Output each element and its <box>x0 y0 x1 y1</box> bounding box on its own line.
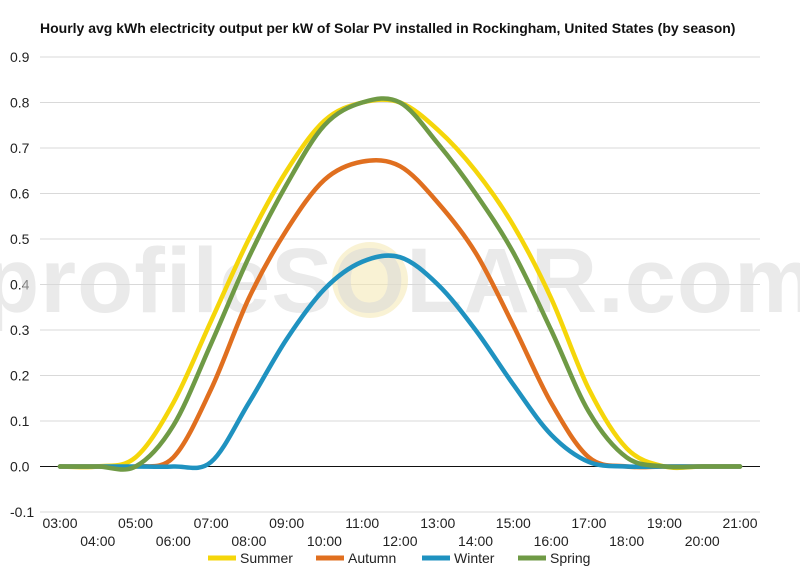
y-tick-label: 0.0 <box>10 459 30 475</box>
legend-label-autumn: Autumn <box>348 550 396 566</box>
x-tick-label: 15:00 <box>496 515 531 531</box>
x-tick-label: 05:00 <box>118 515 153 531</box>
y-tick-label: 0.1 <box>10 413 30 429</box>
x-tick-label: 11:00 <box>345 515 379 531</box>
y-tick-label: 0.4 <box>10 277 30 293</box>
y-tick-label: 0.5 <box>10 231 30 247</box>
y-tick-label: -0.1 <box>10 504 34 520</box>
x-tick-label: 17:00 <box>571 515 606 531</box>
watermark-text: profileSOLAR.com <box>0 230 800 332</box>
legend-label-spring: Spring <box>550 550 590 566</box>
x-tick-label: 08:00 <box>231 533 266 549</box>
series-line-winter <box>57 253 743 471</box>
y-tick-label: 0.9 <box>10 49 30 65</box>
x-axis-ticks: 03:0004:0005:0006:0007:0008:0009:0010:00… <box>42 515 757 549</box>
x-tick-label: 21:00 <box>722 515 757 531</box>
series-line-spring <box>57 96 743 472</box>
y-tick-label: 0.3 <box>10 322 30 338</box>
legend-label-winter: Winter <box>454 550 495 566</box>
y-tick-label: 0.7 <box>10 140 30 156</box>
x-tick-label: 20:00 <box>685 533 720 549</box>
y-axis-ticks: -0.1 0.0 0.1 0.2 0.3 0.4 0.5 0.6 0.7 0.8 0.9 <box>10 49 34 520</box>
x-tick-label: 13:00 <box>420 515 455 531</box>
x-tick-label: 10:00 <box>307 533 342 549</box>
x-tick-label: 04:00 <box>80 533 115 549</box>
x-tick-label: 03:00 <box>42 515 77 531</box>
x-tick-label: 07:00 <box>194 515 229 531</box>
y-tick-label: 0.2 <box>10 368 30 384</box>
series-lines <box>57 96 743 472</box>
x-tick-label: 14:00 <box>458 533 493 549</box>
x-tick-label: 19:00 <box>647 515 682 531</box>
y-tick-label: 0.6 <box>10 186 30 202</box>
legend: Summer Autumn Winter Spring <box>208 550 590 566</box>
y-tick-label: 0.8 <box>10 95 30 111</box>
watermark: profileSOLAR.com <box>0 230 800 332</box>
watermark-sun-icon <box>332 242 408 318</box>
x-tick-label: 16:00 <box>534 533 569 549</box>
chart-title: Hourly avg kWh electricity output per kW… <box>40 20 735 36</box>
legend-label-summer: Summer <box>240 550 293 566</box>
x-tick-label: 18:00 <box>609 533 644 549</box>
x-tick-label: 09:00 <box>269 515 304 531</box>
x-tick-label: 12:00 <box>382 533 417 549</box>
x-tick-label: 06:00 <box>156 533 191 549</box>
